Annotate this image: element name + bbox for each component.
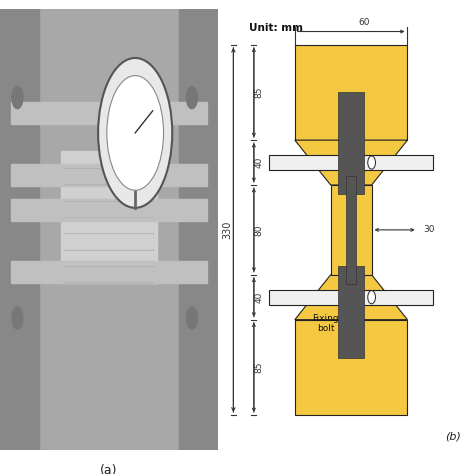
Polygon shape: [295, 140, 408, 185]
Circle shape: [368, 291, 375, 304]
FancyArrowPatch shape: [64, 250, 154, 251]
Text: 30: 30: [423, 226, 434, 234]
Bar: [11, 102, 207, 124]
Text: (a): (a): [100, 464, 118, 474]
Text: 330: 330: [222, 221, 232, 239]
Bar: [269, 155, 433, 170]
Bar: [11, 261, 207, 283]
Circle shape: [107, 76, 164, 190]
Text: 85: 85: [255, 362, 264, 373]
Bar: [0, 9, 39, 450]
Bar: [11, 199, 207, 221]
Text: 60: 60: [358, 18, 370, 27]
Bar: [331, 185, 372, 275]
Text: (b): (b): [446, 431, 461, 441]
Bar: [295, 45, 408, 140]
Text: 85: 85: [255, 87, 264, 98]
FancyArrowPatch shape: [64, 217, 154, 218]
Bar: [179, 9, 218, 450]
Circle shape: [12, 87, 23, 109]
Text: Unit: mm: Unit: mm: [249, 23, 303, 33]
Text: 80: 80: [255, 224, 264, 236]
Circle shape: [368, 156, 375, 169]
Text: Fixing
bolt: Fixing bolt: [312, 299, 368, 333]
Circle shape: [98, 58, 172, 208]
Bar: [269, 290, 433, 305]
FancyArrowPatch shape: [64, 266, 154, 267]
Text: 40: 40: [255, 292, 264, 303]
FancyArrowPatch shape: [64, 168, 154, 169]
Bar: [295, 319, 408, 415]
Circle shape: [12, 307, 23, 329]
Bar: [346, 176, 356, 284]
Bar: [338, 266, 364, 358]
Bar: [338, 92, 364, 194]
Bar: [61, 151, 157, 283]
Bar: [11, 164, 207, 186]
Circle shape: [186, 87, 197, 109]
Circle shape: [186, 307, 197, 329]
Text: 40: 40: [255, 157, 264, 168]
FancyArrowPatch shape: [64, 184, 154, 185]
Polygon shape: [295, 275, 408, 319]
